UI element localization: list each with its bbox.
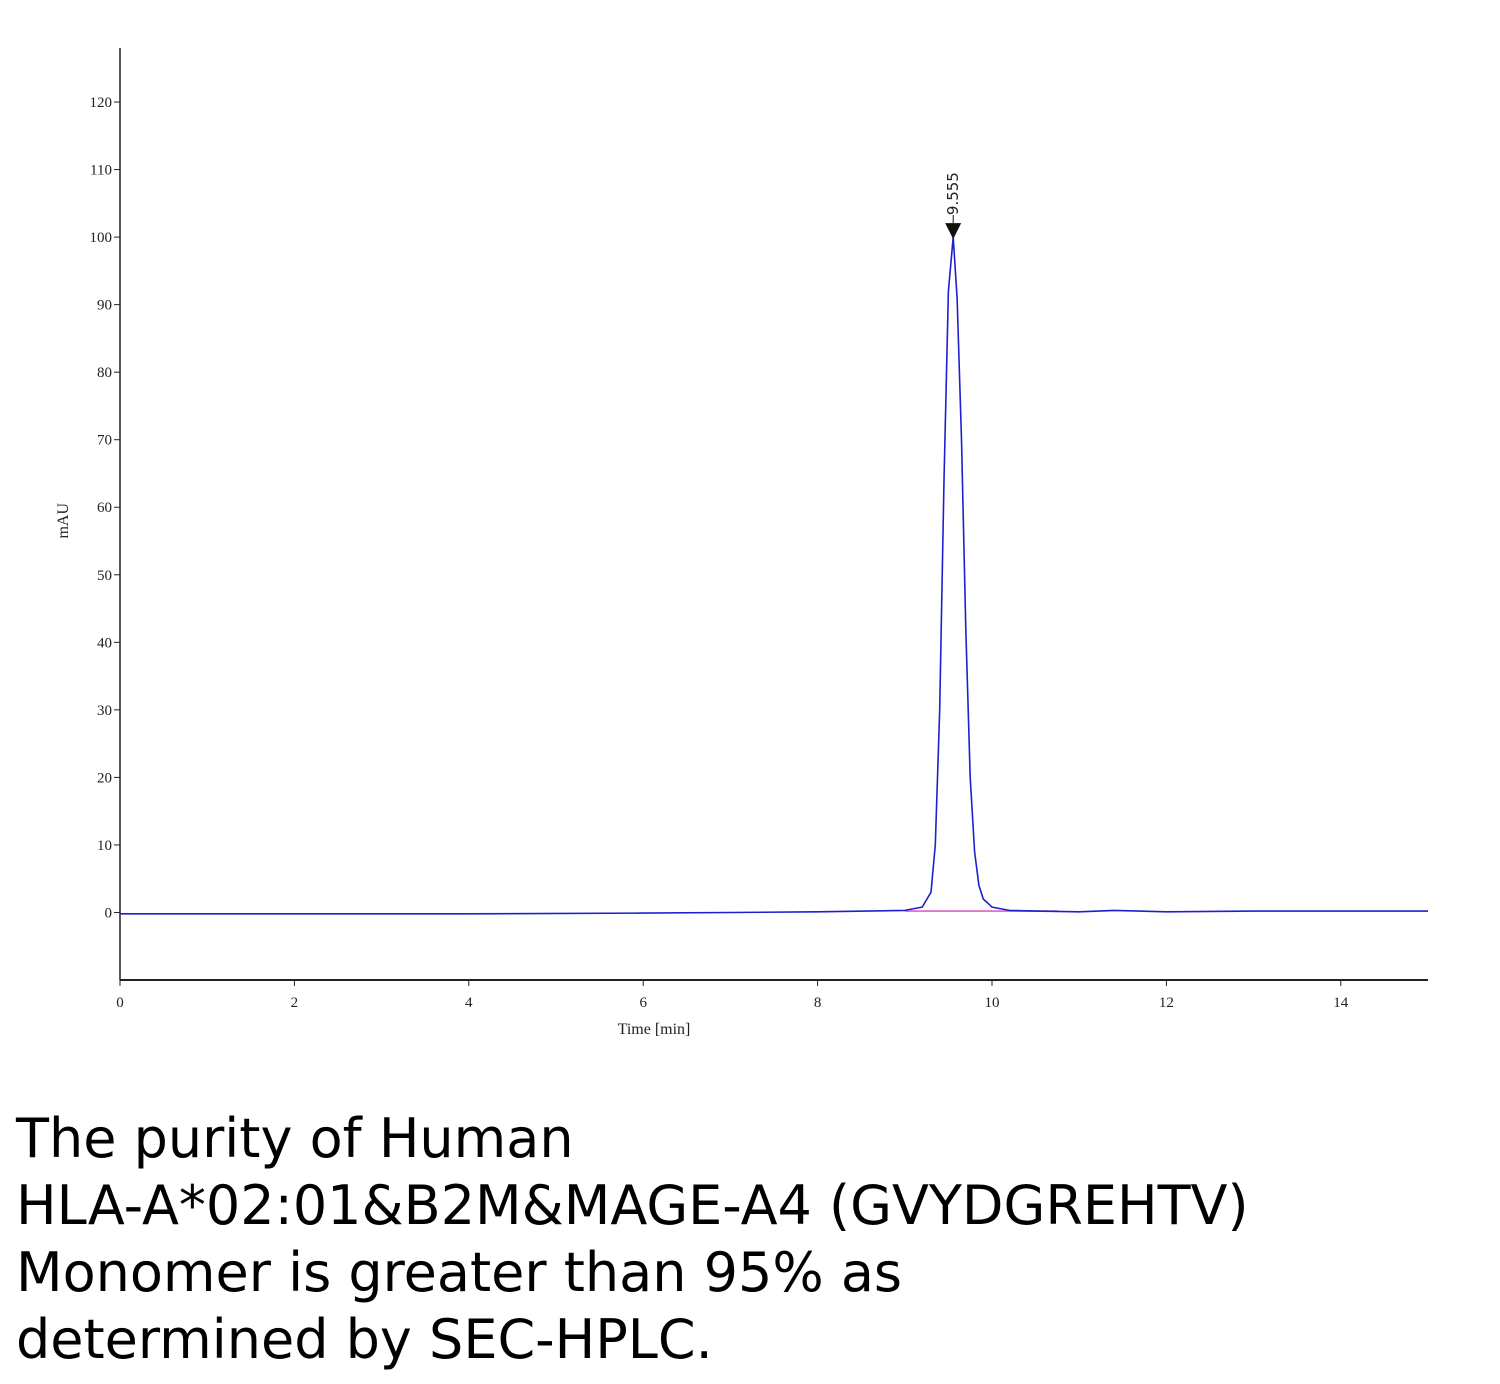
- y-tick-label: 70: [97, 433, 112, 449]
- x-tick-label: 10: [985, 995, 1000, 1011]
- x-tick-label: 0: [116, 995, 124, 1011]
- annotations: 9.555: [944, 172, 962, 240]
- peak-marker-icon: [945, 223, 962, 240]
- y-tick-label: 50: [97, 568, 112, 584]
- y-tick-label: 120: [90, 95, 113, 111]
- axes: [119, 48, 1428, 981]
- x-tick-label: 2: [291, 995, 299, 1011]
- y-tick-label: 40: [97, 635, 112, 651]
- y-tick-label: 110: [90, 163, 112, 179]
- chromatogram-chart: 0 10 20 30 40 50 60 70 80 90 100 110 120 0 2 4 6 8 10 12 14 …: [55, 48, 1428, 1038]
- x-tick-label: 4: [465, 995, 473, 1011]
- chromatogram-trace: [120, 236, 1428, 915]
- tick-marks: 0 10 20 30 40 50 60 70 80 90 100 110 120 0 2 4 6 8 10 12 14: [90, 95, 1349, 1011]
- figure-caption: The purity of Human HLA-A*02:01&B2M&MAGE…: [16, 1105, 1486, 1373]
- y-tick-label: 30: [97, 703, 112, 719]
- caption-line: Monomer is greater than 95% as: [16, 1241, 903, 1304]
- y-tick-label: 0: [105, 905, 113, 921]
- peak-label: 9.555: [944, 172, 962, 215]
- y-tick-label: 60: [97, 500, 112, 516]
- x-tick-label: 14: [1333, 995, 1349, 1011]
- caption-line: The purity of Human: [16, 1107, 574, 1170]
- series-group: [120, 236, 1428, 915]
- y-axis-title: mAU: [55, 503, 72, 539]
- caption-line: HLA-A*02:01&B2M&MAGE-A4 (GVYDGREHTV): [16, 1174, 1249, 1237]
- y-tick-label: 100: [90, 230, 113, 246]
- x-axis-title: Time [min]: [618, 1021, 691, 1038]
- y-tick-label: 80: [97, 365, 112, 381]
- x-tick-label: 6: [639, 995, 647, 1011]
- caption-line: determined by SEC-HPLC.: [16, 1308, 713, 1371]
- y-tick-label: 90: [97, 298, 112, 314]
- y-tick-label: 20: [97, 770, 112, 786]
- x-tick-label: 12: [1159, 995, 1174, 1011]
- x-tick-label: 8: [814, 995, 822, 1011]
- y-tick-label: 10: [97, 838, 112, 854]
